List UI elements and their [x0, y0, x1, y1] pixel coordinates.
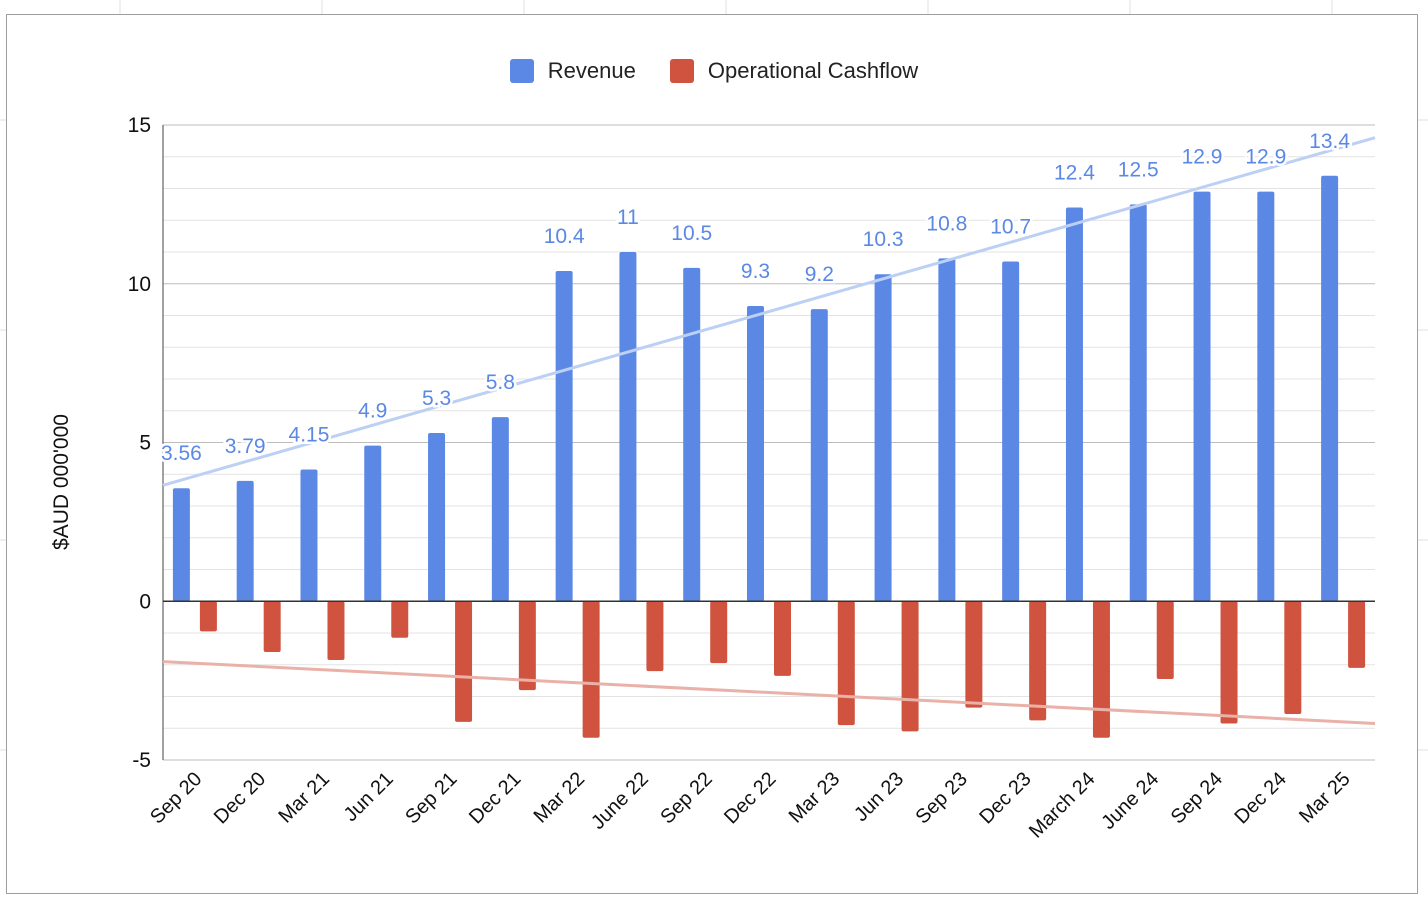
chart-frame[interactable] — [6, 14, 1418, 894]
x-tick-label: June 22 — [587, 768, 653, 834]
revenue-bar — [683, 267, 701, 602]
cashflow-bar — [455, 601, 473, 722]
y-tick-label: -5 — [132, 749, 151, 772]
cashflow-bar — [1284, 601, 1302, 714]
x-tick-label: Dec 20 — [210, 768, 270, 828]
revenue-data-label: 11 — [617, 206, 639, 229]
chart-legend: Revenue Operational Cashflow — [0, 58, 1428, 84]
revenue-bar — [874, 274, 892, 602]
cashflow-trendline — [162, 660, 1376, 725]
y-tick-label: 15 — [128, 114, 151, 137]
revenue-bar — [172, 488, 190, 602]
revenue-trendline — [162, 136, 1376, 487]
revenue-data-label: 4.9 — [358, 400, 387, 423]
cashflow-bar — [646, 601, 664, 672]
revenue-bar — [1129, 204, 1147, 602]
x-tick-label: Sep 22 — [656, 768, 716, 828]
cashflow-bar — [710, 601, 728, 664]
revenue-data-label: 10.3 — [863, 228, 904, 251]
x-tick-label: June 24 — [1097, 768, 1163, 834]
cashflow-bar — [965, 601, 983, 708]
revenue-bar — [810, 309, 828, 602]
revenue-bar — [1002, 261, 1020, 602]
revenue-bar — [619, 252, 637, 602]
y-tick-label: 5 — [139, 432, 151, 455]
legend-label-revenue: Revenue — [547, 58, 636, 83]
cashflow-bar — [901, 601, 919, 732]
cashflow-bar — [1220, 601, 1238, 724]
x-tick-label: Dec 24 — [1230, 768, 1290, 828]
legend-label-operational-cashflow: Operational Cashflow — [707, 58, 919, 83]
cashflow-bar — [774, 601, 791, 676]
revenue-bar — [364, 445, 382, 602]
cashflow-bar — [1348, 601, 1366, 668]
revenue-data-label: 10.7 — [990, 216, 1031, 239]
revenue-bar — [428, 432, 446, 602]
cashflow-bar — [518, 601, 536, 691]
x-tick-label: Dec 22 — [720, 768, 780, 828]
cashflow-bar — [1092, 601, 1110, 738]
x-tick-label: Mar 21 — [274, 768, 334, 828]
cashflow-bar — [837, 601, 855, 726]
x-tick-label: Mar 22 — [530, 768, 590, 828]
revenue-bar — [236, 480, 254, 602]
revenue-data-label: 9.3 — [741, 260, 770, 283]
revenue-bar — [300, 469, 318, 602]
x-tick-label: Mar 23 — [785, 768, 845, 828]
revenue-bar — [747, 305, 764, 602]
legend-item-revenue[interactable]: Revenue — [509, 58, 636, 84]
cashflow-bar — [1029, 601, 1047, 721]
x-tick-label: Mar 25 — [1295, 768, 1355, 828]
cashflow-bar — [582, 601, 600, 738]
x-tick-label: Sep 21 — [401, 768, 461, 828]
revenue-data-label: 10.4 — [544, 225, 585, 248]
x-tick-label: Dec 21 — [465, 768, 525, 828]
x-tick-label: Jun 21 — [340, 768, 398, 826]
legend-swatch-revenue — [509, 59, 534, 83]
revenue-bar — [1065, 207, 1083, 602]
revenue-bar — [938, 258, 956, 602]
legend-swatch-operational-cashflow — [669, 59, 694, 83]
revenue-data-label: 5.3 — [422, 387, 451, 410]
revenue-bar — [555, 271, 573, 602]
revenue-bar — [491, 417, 509, 602]
revenue-data-label: 5.8 — [486, 371, 515, 394]
x-tick-label: Sep 20 — [146, 768, 206, 828]
revenue-data-label: 13.4 — [1309, 130, 1350, 153]
cashflow-bar — [327, 601, 345, 660]
revenue-data-label: 12.4 — [1054, 162, 1095, 185]
revenue-data-label: 3.56 — [161, 442, 202, 465]
x-tick-label: Jun 23 — [850, 768, 908, 826]
y-tick-label: 0 — [139, 590, 151, 613]
x-tick-label: Dec 23 — [975, 768, 1035, 828]
y-tick-label: 10 — [128, 273, 151, 296]
x-tick-label: Sep 24 — [1167, 768, 1227, 828]
cashflow-bar — [263, 601, 281, 653]
revenue-data-label: 3.79 — [225, 435, 266, 458]
cashflow-bar — [1156, 601, 1174, 680]
revenue-bar — [1257, 191, 1275, 602]
revenue-data-label: 12.5 — [1118, 158, 1159, 181]
legend-item-operational-cashflow[interactable]: Operational Cashflow — [669, 58, 919, 84]
cashflow-bar — [199, 601, 217, 632]
cashflow-bar — [391, 601, 409, 638]
revenue-data-label: 9.2 — [805, 263, 834, 286]
revenue-bar — [1321, 175, 1339, 602]
revenue-data-label: 4.15 — [289, 423, 330, 446]
revenue-data-label: 10.8 — [926, 212, 967, 235]
x-tick-label: March 24 — [1025, 768, 1100, 843]
revenue-data-label: 10.5 — [671, 222, 712, 245]
x-tick-label: Sep 23 — [912, 768, 972, 828]
revenue-bar — [1193, 191, 1211, 602]
revenue-data-label: 12.9 — [1245, 146, 1286, 169]
revenue-data-label: 12.9 — [1182, 146, 1223, 169]
